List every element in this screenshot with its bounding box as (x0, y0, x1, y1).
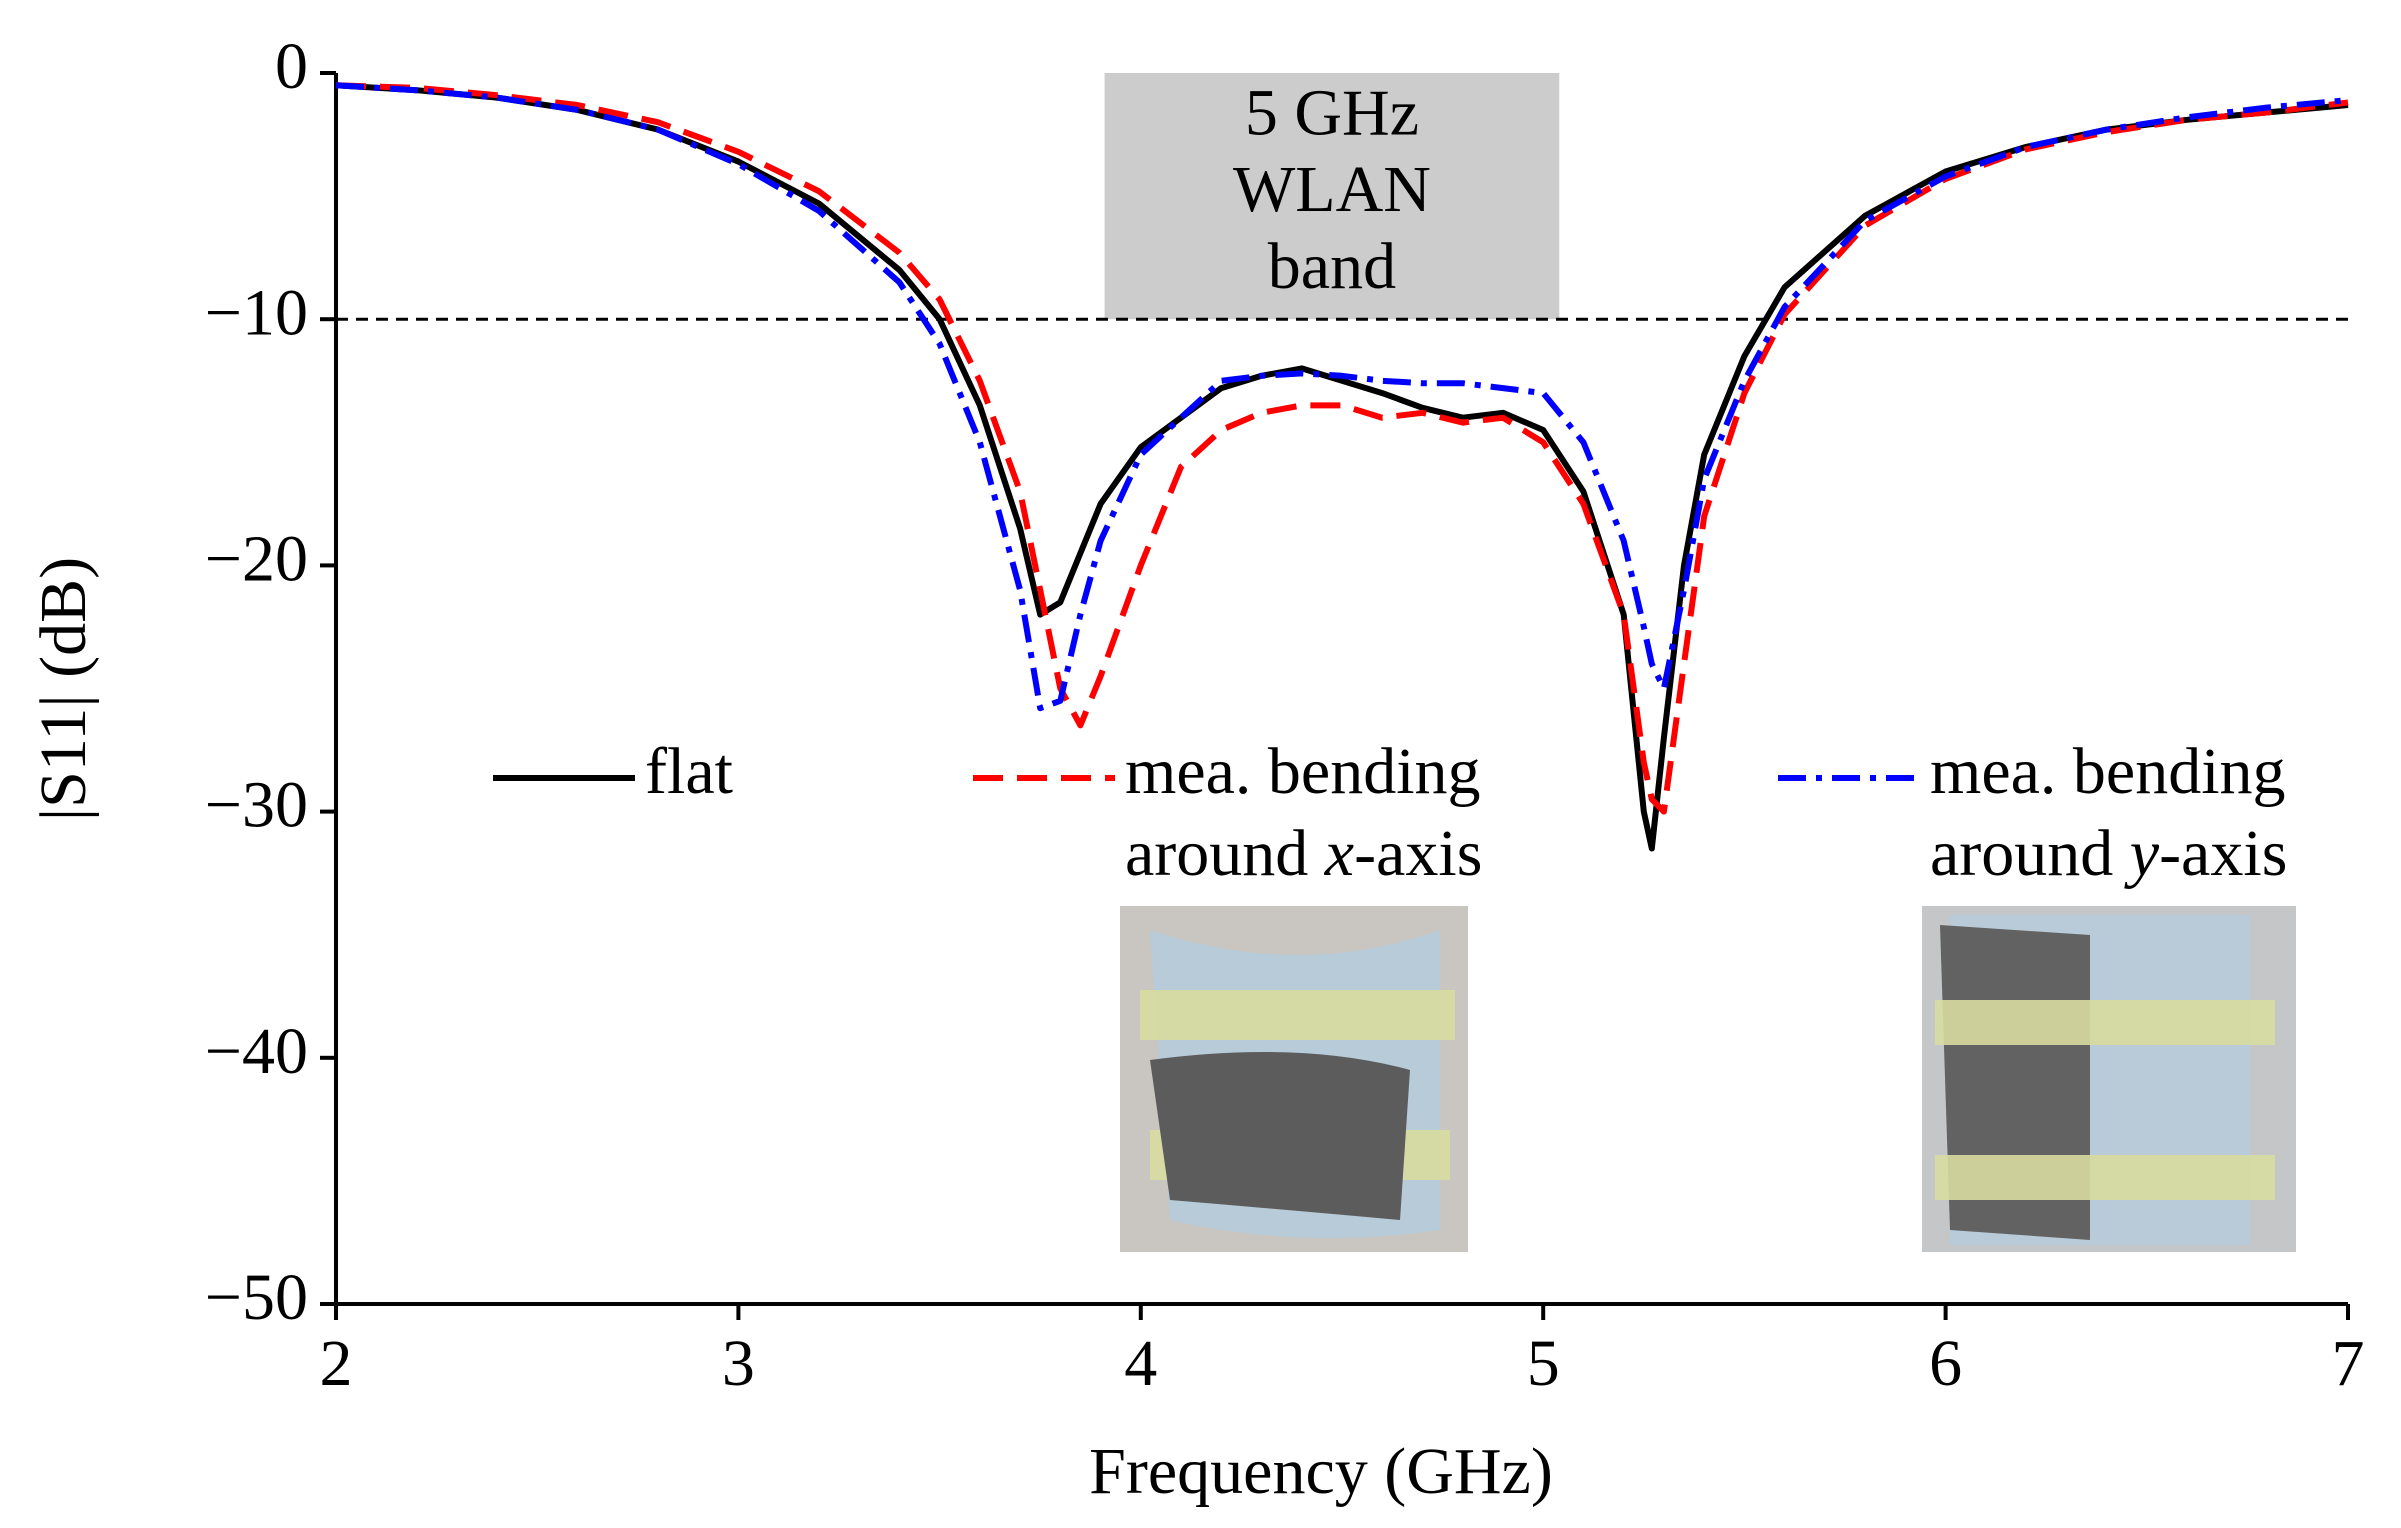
band-shade (1104, 73, 1560, 320)
legend-label-part: x (1324, 817, 1354, 890)
legend-label-part: -axis (2159, 817, 2287, 890)
legend-label: mea. bending around y-axis (1930, 735, 2287, 890)
y-tick-label: 0 (275, 30, 308, 103)
photo-right (1922, 906, 2296, 1252)
series-line (335, 82, 2349, 852)
legend-label-part: mea. bending (1930, 735, 2286, 808)
legend-label-part: -axis (1354, 817, 1482, 890)
y-tick-label: −10 (205, 276, 308, 349)
x-tick-label: 4 (1124, 1327, 1157, 1400)
series-line (335, 82, 2349, 815)
legend-label-part: around (1125, 817, 1325, 890)
y-tick-label: −40 (205, 1015, 308, 1088)
x-tick-label: 3 (722, 1327, 755, 1400)
band-label: WLAN (1233, 153, 1431, 226)
x-tick-label: 6 (1929, 1327, 1962, 1400)
y-axis-label: |S11| (dB) (27, 557, 100, 821)
legend-label-part: mea. bending (1125, 735, 1481, 808)
x-tick-label: 7 (2332, 1327, 2365, 1400)
y-tick-label: −50 (205, 1261, 308, 1334)
legend-label: mea. bending around x-axis (1125, 735, 1482, 890)
x-axis-label: Frequency (GHz) (1089, 1435, 1553, 1508)
legend-label-part: around (1930, 817, 2130, 890)
x-tick-label: 2 (320, 1327, 353, 1400)
legend-label: flat (645, 735, 733, 808)
y-tick-label: −30 (205, 769, 308, 842)
y-tick-label: −20 (205, 523, 308, 596)
band-label: band (1268, 230, 1396, 303)
x-tick-label: 5 (1527, 1327, 1560, 1400)
series-line (335, 82, 2349, 712)
band-label: 5 GHz (1245, 76, 1419, 149)
legend-label-part: y (2124, 817, 2160, 890)
photo-left (1120, 906, 1468, 1252)
